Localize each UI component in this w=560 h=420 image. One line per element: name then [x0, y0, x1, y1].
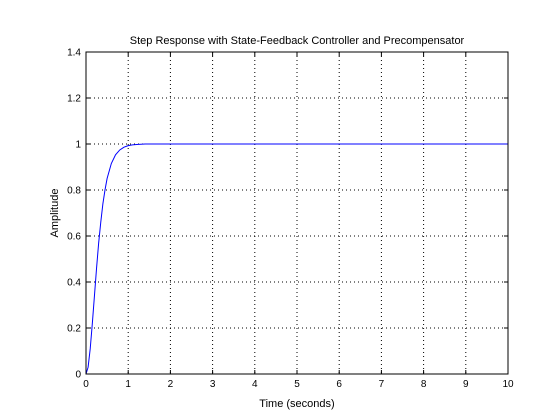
- y-tick-label: 0.2: [67, 324, 81, 335]
- x-tick-label: 9: [463, 379, 469, 390]
- y-tick-label: 1: [75, 140, 81, 151]
- x-tick-label: 6: [336, 379, 342, 390]
- y-tick-label: 0.4: [67, 278, 81, 289]
- y-axis-label: Amplitude: [49, 189, 61, 238]
- x-tick-label: 1: [125, 379, 131, 390]
- x-axis-label: Time (seconds): [259, 398, 334, 410]
- x-tick-label: 4: [252, 379, 258, 390]
- y-tick-labels: 0 0.2 0.4 0.6 0.8 1 1.2 1.4: [67, 48, 81, 381]
- y-tick-label: 0: [75, 370, 81, 381]
- x-tick-label: 5: [294, 379, 300, 390]
- y-tick-label: 1.4: [67, 48, 81, 59]
- x-tick-label: 7: [379, 379, 385, 390]
- y-tick-label: 0.8: [67, 186, 81, 197]
- grid-lines: [86, 52, 508, 374]
- y-tick-label: 0.6: [67, 232, 81, 243]
- chart-title: Step Response with State-Feedback Contro…: [130, 35, 465, 47]
- x-tick-label: 8: [421, 379, 427, 390]
- x-tick-label: 0: [83, 379, 89, 390]
- x-tick-label: 10: [502, 379, 514, 390]
- x-tick-label: 3: [210, 379, 216, 390]
- x-tick-labels: 0 1 2 3 4 5 6 7 8 9 10: [83, 379, 514, 390]
- x-tick-label: 2: [168, 379, 174, 390]
- y-tick-label: 1.2: [67, 94, 81, 105]
- plot-frame: [85, 51, 509, 375]
- step-response-line: [85, 143, 508, 375]
- series-layer: [85, 143, 508, 375]
